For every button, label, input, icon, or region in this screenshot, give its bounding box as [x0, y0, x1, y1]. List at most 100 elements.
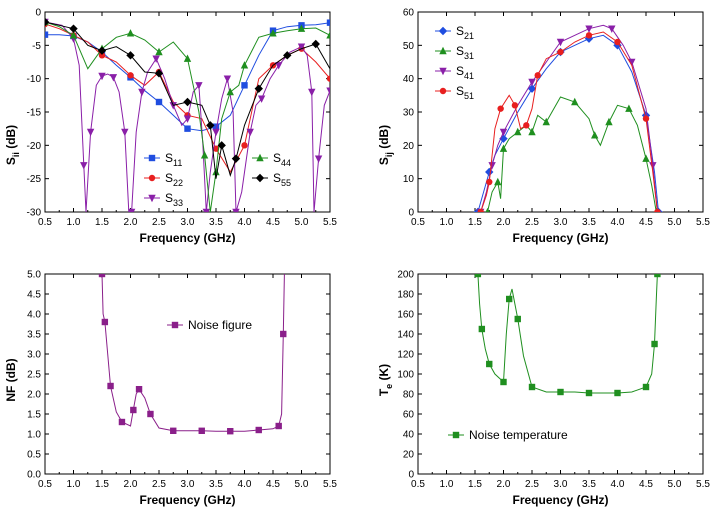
data-point: [183, 54, 192, 62]
plot-frame: [417, 273, 704, 475]
legend-label: S33: [165, 191, 183, 208]
data-point: [183, 115, 192, 123]
data-point: [506, 295, 513, 303]
data-point: [297, 43, 306, 51]
data-point: [585, 32, 593, 39]
data-point: [625, 104, 633, 112]
data-point: [195, 82, 203, 90]
y-tick-label: 2.0: [27, 390, 41, 401]
y-tick-label: -15: [27, 108, 42, 119]
data-point: [314, 155, 323, 163]
y-tick-label: 160: [397, 310, 414, 321]
x-tick-label: 1.5: [95, 479, 109, 490]
data-point: [654, 274, 661, 278]
data-point: [227, 428, 234, 435]
data-point: [527, 84, 537, 93]
data-point: [269, 29, 277, 37]
y-tick-label: 0: [408, 208, 414, 219]
data-point: [240, 61, 249, 69]
x-tick-label: 4.5: [639, 217, 653, 228]
data-point: [557, 388, 564, 396]
x-tick-label: 2.0: [124, 217, 138, 228]
y-tick-label: 180: [397, 290, 414, 301]
series-0: [474, 274, 661, 397]
y-axis-label: NF (dB): [4, 358, 18, 401]
y-tick-label: 60: [403, 8, 415, 19]
x-tick-label: 3.0: [554, 217, 568, 228]
data-point: [212, 145, 220, 152]
series-line: [101, 274, 285, 432]
data-point: [154, 69, 164, 78]
data-point: [608, 25, 616, 33]
series-0: [98, 274, 287, 435]
data-point: [127, 72, 134, 79]
x-tick-label: 2.0: [497, 479, 511, 490]
data-point: [45, 17, 50, 27]
data-point: [109, 74, 118, 82]
y-tick-label: 60: [403, 410, 415, 421]
data-point: [326, 87, 330, 95]
data-point: [486, 178, 493, 186]
data-point: [474, 274, 482, 278]
data-point: [283, 51, 292, 60]
data-point: [642, 383, 650, 391]
data-point: [528, 78, 536, 87]
data-point: [556, 38, 565, 47]
data-point: [155, 47, 163, 56]
series-line: [477, 274, 658, 394]
x-tick-label: 2.0: [497, 217, 511, 228]
y-tick-label: -25: [27, 174, 42, 185]
data-point: [121, 128, 129, 137]
x-tick-label: 5.5: [696, 479, 710, 490]
x-tick-label: 2.5: [525, 217, 539, 228]
data-point: [628, 58, 636, 67]
data-point: [478, 325, 486, 333]
data-point: [326, 19, 330, 26]
data-point: [311, 39, 320, 49]
data-point: [69, 31, 78, 39]
series-0: [473, 34, 663, 212]
x-tick-label: 5.5: [323, 217, 337, 228]
legend-marker: [439, 46, 447, 55]
y-axis-label: Te (K): [377, 364, 394, 396]
x-tick-label: 5.0: [668, 217, 682, 228]
data-point: [326, 75, 330, 82]
data-point: [649, 162, 657, 170]
x-tick-label: 4.0: [611, 217, 625, 228]
x-tick-label: 3.5: [582, 217, 596, 228]
x-tick-label: 2.0: [124, 479, 138, 490]
y-tick-label: 100: [397, 370, 414, 381]
data-point: [497, 105, 504, 112]
y-tick-label: 1.0: [27, 430, 41, 441]
data-point: [614, 38, 621, 46]
data-point: [138, 88, 146, 97]
y-axis-label: Sij (dB): [377, 125, 394, 165]
data-point: [217, 141, 226, 150]
y-tick-label: 3.5: [27, 330, 41, 341]
y-tick-label: 30: [403, 108, 415, 119]
data-point: [69, 24, 78, 33]
data-point: [212, 167, 220, 176]
x-tick-label: 1.5: [95, 217, 109, 228]
legend-label: S21: [456, 24, 474, 41]
x-tick-label: 0.5: [38, 217, 52, 228]
legend-marker: [439, 67, 447, 76]
chart-s-params-a: 0.5 1.0 1.5 2.0 2.5 3.0 3.5 4.0 4.5 5.0 5.5 0 -5 -10 -…: [4, 8, 337, 246]
chart-s-params-b: 0.5 1.0 1.5 2.0 2.5 3.0 3.5 4.0 4.5 5.0 5.5 60 50 40 3…: [377, 8, 710, 246]
x-tick-label: 5.0: [295, 479, 309, 490]
data-point: [98, 52, 106, 59]
x-tick-label: 1.0: [440, 479, 454, 490]
data-point: [170, 427, 177, 434]
data-point: [206, 121, 215, 130]
data-point: [212, 128, 220, 137]
x-tick-label: 4.0: [611, 479, 625, 490]
x-tick-label: 5.0: [668, 479, 682, 490]
data-point: [500, 378, 507, 386]
y-tick-label: 0.0: [27, 470, 41, 481]
data-point: [528, 127, 536, 136]
data-point: [86, 128, 95, 137]
data-point: [255, 426, 262, 434]
data-point: [614, 389, 621, 397]
data-point: [200, 151, 209, 159]
y-axis-label-group: Sii (dB): [4, 125, 21, 165]
